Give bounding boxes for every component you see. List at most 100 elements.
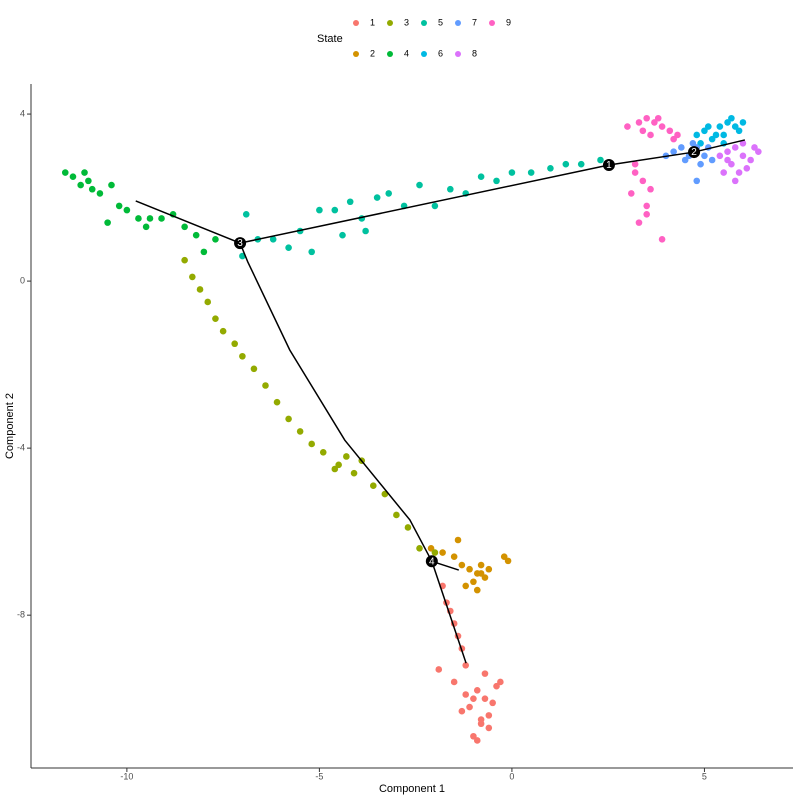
- point: [231, 340, 238, 348]
- point: [146, 215, 154, 222]
- point: [77, 181, 84, 189]
- point: [135, 215, 142, 222]
- point: [416, 181, 423, 189]
- point: [681, 156, 689, 164]
- x-tick-label: -10: [120, 771, 133, 781]
- point: [477, 716, 485, 723]
- legend-label: 6: [438, 48, 443, 58]
- point: [466, 565, 473, 573]
- point: [701, 127, 708, 135]
- point: [728, 114, 735, 122]
- point: [296, 428, 304, 435]
- point: [739, 119, 747, 126]
- point: [450, 553, 458, 561]
- legend-label: 8: [472, 48, 477, 58]
- point: [735, 169, 743, 176]
- point: [242, 210, 250, 218]
- x-axis-label: Component 1: [379, 783, 445, 795]
- point: [470, 732, 477, 740]
- legend-marker: [387, 20, 393, 26]
- y-tick-label: -8: [17, 610, 25, 620]
- x-tick-label: 5: [702, 771, 707, 781]
- legend-label: 4: [404, 48, 409, 58]
- y-tick-label: 0: [20, 275, 25, 285]
- point: [562, 160, 570, 168]
- point: [477, 561, 485, 569]
- point: [731, 177, 739, 185]
- point: [115, 202, 123, 210]
- point: [724, 119, 731, 126]
- point: [285, 415, 292, 423]
- point: [316, 206, 323, 214]
- point: [751, 144, 758, 151]
- point: [639, 127, 647, 135]
- point: [439, 549, 446, 556]
- point: [181, 256, 188, 264]
- point: [285, 244, 292, 251]
- point: [108, 181, 115, 189]
- point: [739, 139, 747, 147]
- point: [462, 661, 470, 669]
- branch-point-label: 2: [691, 147, 697, 158]
- point: [450, 678, 458, 686]
- point: [104, 219, 111, 226]
- point: [485, 724, 493, 732]
- point: [708, 156, 716, 164]
- point: [731, 144, 739, 151]
- point: [697, 160, 704, 168]
- legend-label: 2: [370, 48, 375, 58]
- point: [689, 139, 697, 147]
- point: [192, 231, 200, 239]
- point: [747, 156, 754, 164]
- point: [346, 198, 354, 206]
- point: [635, 219, 643, 226]
- point: [158, 215, 165, 222]
- point: [635, 119, 643, 126]
- legend-marker: [387, 51, 393, 57]
- point: [697, 139, 704, 147]
- point: [712, 131, 720, 139]
- point: [643, 202, 650, 210]
- trajectory-line: [431, 561, 467, 664]
- point: [720, 169, 727, 176]
- point: [427, 545, 435, 552]
- point: [597, 156, 604, 164]
- point: [716, 152, 724, 160]
- point: [458, 561, 466, 569]
- point: [331, 206, 339, 214]
- branch-point: [602, 159, 615, 172]
- point: [481, 574, 489, 581]
- legend-marker: [421, 20, 427, 26]
- point: [393, 511, 400, 519]
- point: [473, 586, 481, 594]
- branch-point: [234, 237, 247, 250]
- point: [724, 156, 731, 164]
- y-axis-label: Component 2: [4, 393, 16, 459]
- point: [704, 123, 712, 130]
- point: [385, 190, 393, 197]
- point: [624, 123, 631, 130]
- branch-point-label: 4: [429, 556, 435, 567]
- point: [755, 148, 762, 155]
- point: [674, 131, 681, 139]
- point: [462, 691, 470, 698]
- point: [319, 449, 327, 456]
- point: [500, 553, 508, 561]
- point: [658, 236, 666, 243]
- point: [670, 148, 677, 155]
- point: [485, 565, 493, 573]
- legend-title: State: [317, 33, 343, 45]
- point: [466, 703, 473, 711]
- point: [527, 169, 535, 176]
- point: [693, 131, 701, 139]
- point: [654, 114, 662, 122]
- point: [473, 687, 481, 694]
- point: [693, 177, 701, 185]
- point: [470, 578, 477, 586]
- point: [239, 352, 246, 360]
- point: [631, 160, 639, 168]
- point: [639, 177, 647, 185]
- branch-point-label: 1: [606, 160, 612, 171]
- point: [343, 453, 350, 460]
